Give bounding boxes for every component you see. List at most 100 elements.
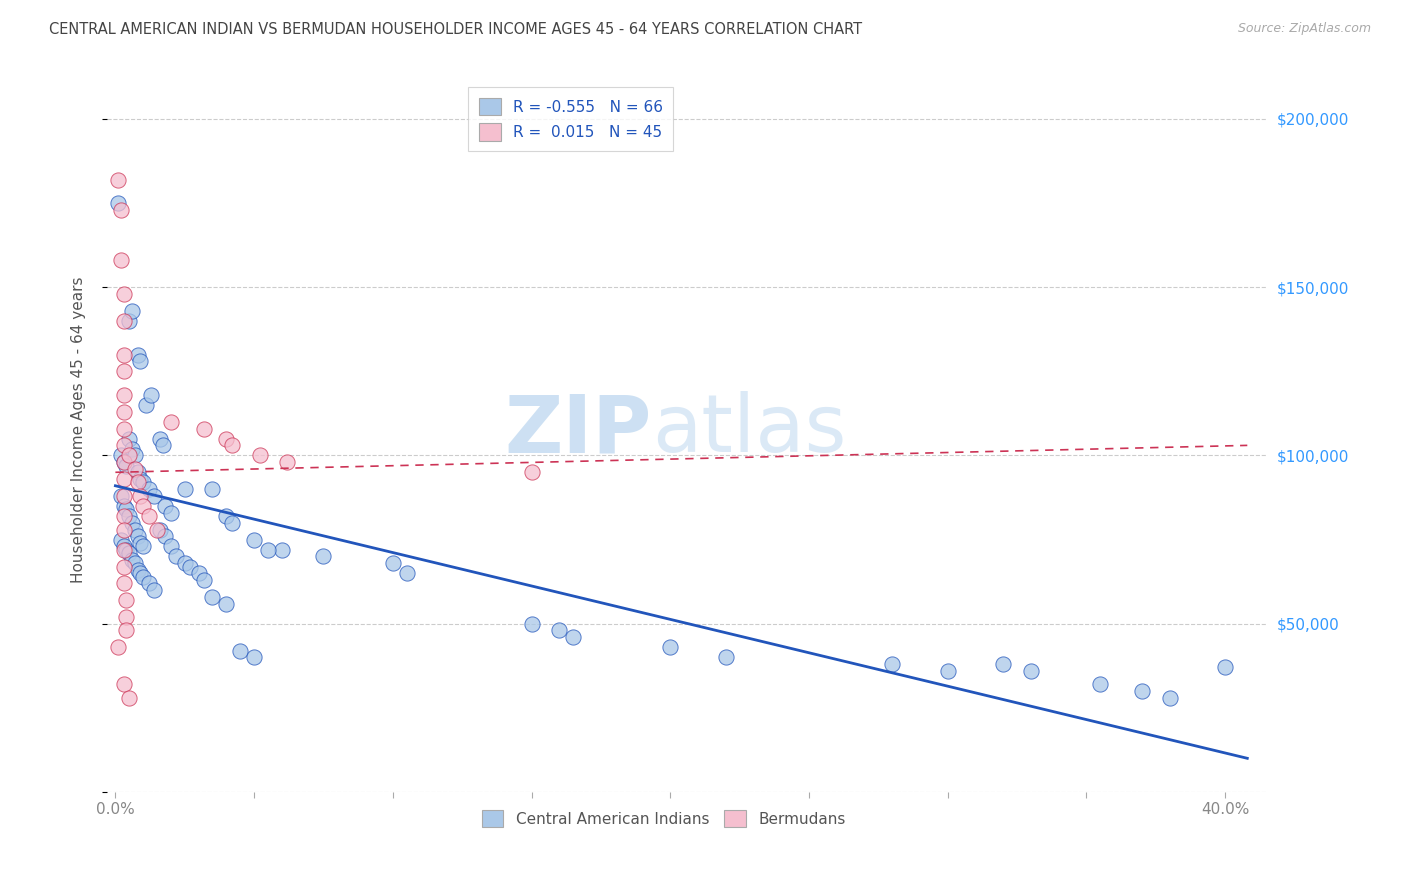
Point: [107, 196, 129, 211]
Point: [112, 677, 135, 691]
Point: [520, 465, 543, 479]
Point: [243, 650, 266, 665]
Point: [152, 438, 174, 452]
Point: [118, 432, 141, 446]
Point: [132, 499, 155, 513]
Point: [132, 475, 155, 490]
Legend: Central American Indians, Bermudans: Central American Indians, Bermudans: [474, 802, 853, 835]
Point: [249, 449, 271, 463]
Point: [1213, 660, 1236, 674]
Point: [215, 509, 238, 524]
Point: [124, 462, 146, 476]
Point: [115, 542, 138, 557]
Point: [215, 432, 238, 446]
Point: [146, 523, 169, 537]
Point: [110, 533, 132, 547]
Point: [129, 566, 152, 581]
Point: [121, 442, 143, 456]
Point: [112, 472, 135, 486]
Point: [127, 465, 149, 479]
Text: ZIP: ZIP: [505, 392, 652, 469]
Point: [112, 364, 135, 378]
Point: [110, 202, 132, 217]
Text: CENTRAL AMERICAN INDIAN VS BERMUDAN HOUSEHOLDER INCOME AGES 45 - 64 YEARS CORREL: CENTRAL AMERICAN INDIAN VS BERMUDAN HOUS…: [49, 22, 862, 37]
Point: [215, 597, 238, 611]
Point: [112, 523, 135, 537]
Point: [129, 472, 152, 486]
Point: [160, 506, 183, 520]
Point: [112, 455, 135, 469]
Point: [112, 347, 135, 361]
Point: [659, 640, 682, 655]
Point: [221, 516, 243, 530]
Point: [187, 566, 209, 581]
Point: [124, 556, 146, 570]
Point: [118, 690, 141, 705]
Point: [135, 398, 157, 412]
Y-axis label: Householder Income Ages 45 - 64 years: Householder Income Ages 45 - 64 years: [72, 277, 86, 583]
Point: [107, 172, 129, 186]
Point: [149, 432, 172, 446]
Point: [115, 458, 138, 473]
Point: [115, 502, 138, 516]
Point: [257, 542, 280, 557]
Point: [193, 573, 215, 587]
Point: [1130, 684, 1153, 698]
Point: [112, 388, 135, 402]
Point: [520, 616, 543, 631]
Point: [115, 610, 138, 624]
Point: [110, 449, 132, 463]
Point: [173, 556, 195, 570]
Point: [112, 438, 135, 452]
Point: [173, 482, 195, 496]
Point: [118, 314, 141, 328]
Point: [112, 542, 135, 557]
Point: [160, 539, 183, 553]
Point: [991, 657, 1014, 672]
Point: [121, 516, 143, 530]
Point: [149, 523, 172, 537]
Point: [395, 566, 418, 581]
Point: [118, 546, 141, 560]
Point: [112, 509, 135, 524]
Point: [143, 489, 166, 503]
Point: [129, 489, 152, 503]
Point: [229, 643, 252, 657]
Point: [160, 415, 183, 429]
Point: [201, 590, 224, 604]
Point: [107, 640, 129, 655]
Point: [132, 569, 155, 583]
Point: [243, 533, 266, 547]
Text: atlas: atlas: [652, 392, 846, 469]
Point: [127, 475, 149, 490]
Point: [129, 536, 152, 550]
Point: [155, 529, 177, 543]
Point: [124, 523, 146, 537]
Point: [112, 314, 135, 328]
Point: [155, 499, 177, 513]
Point: [193, 421, 215, 435]
Point: [121, 553, 143, 567]
Point: [127, 347, 149, 361]
Point: [548, 624, 571, 638]
Point: [127, 563, 149, 577]
Point: [165, 549, 187, 564]
Point: [127, 529, 149, 543]
Point: [1159, 690, 1181, 705]
Point: [562, 630, 585, 644]
Text: Source: ZipAtlas.com: Source: ZipAtlas.com: [1237, 22, 1371, 36]
Point: [115, 593, 138, 607]
Point: [129, 354, 152, 368]
Point: [112, 287, 135, 301]
Point: [201, 482, 224, 496]
Point: [112, 455, 135, 469]
Point: [312, 549, 335, 564]
Point: [124, 449, 146, 463]
Point: [118, 449, 141, 463]
Point: [118, 509, 141, 524]
Point: [132, 539, 155, 553]
Point: [121, 303, 143, 318]
Point: [112, 576, 135, 591]
Point: [112, 499, 135, 513]
Point: [381, 556, 404, 570]
